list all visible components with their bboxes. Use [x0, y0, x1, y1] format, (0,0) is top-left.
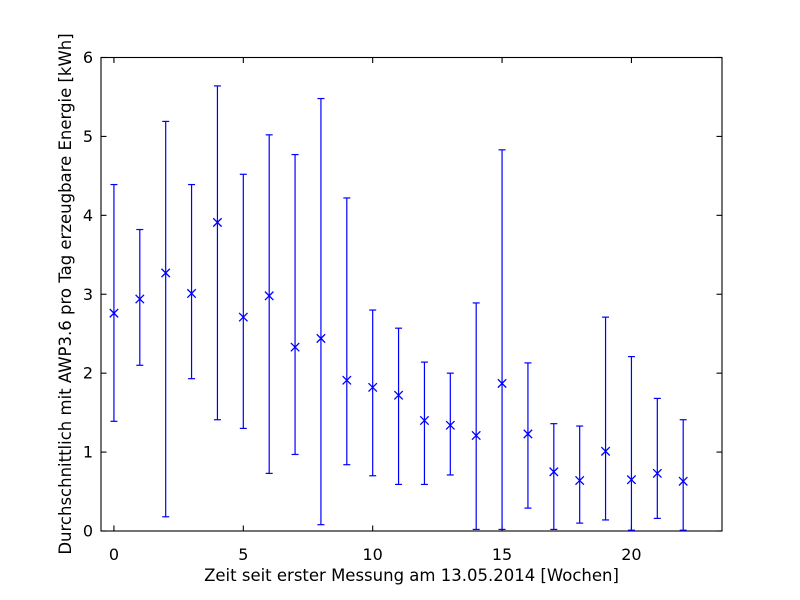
errorbar-point — [186, 183, 197, 380]
y-tick-label: 6 — [83, 48, 93, 67]
errorbar-point — [523, 362, 533, 509]
errorbar-point — [316, 97, 326, 526]
errorbar-point — [626, 355, 637, 531]
marker-x — [678, 476, 688, 486]
errorbar-point — [419, 361, 430, 486]
errorbar-point — [393, 327, 404, 486]
marker-x — [264, 291, 274, 301]
y-tick-label: 2 — [83, 364, 93, 383]
y-tick-label: 0 — [83, 522, 93, 541]
marker-x — [652, 468, 662, 479]
x-axis-label: Zeit seit erster Messung am 13.05.2014 [… — [204, 566, 619, 585]
errorbar-point — [471, 302, 481, 531]
marker-x — [186, 288, 197, 299]
marker-x — [523, 429, 533, 439]
errorbar-point — [212, 85, 223, 421]
marker-x — [290, 342, 300, 352]
errorbar-point — [678, 419, 688, 531]
x-tick-label: 15 — [492, 545, 512, 564]
errorbar-point — [652, 397, 662, 519]
plot-frame — [100, 56, 723, 532]
errorbar-point — [342, 197, 352, 466]
errorbar-point — [161, 120, 171, 518]
axis-ticks — [101, 56, 722, 532]
errorbar-point — [264, 134, 274, 474]
marker-x — [575, 475, 585, 486]
marker-x — [212, 217, 223, 228]
axis-tick-labels: 0 5 10 15 20 0 1 2 3 4 5 6 — [83, 48, 642, 564]
x-tick-label: 0 — [109, 545, 119, 564]
y-tick-label: 4 — [83, 206, 93, 225]
marker-x — [368, 382, 378, 393]
errorbar-point — [600, 316, 611, 521]
errorbar-point — [290, 153, 300, 456]
marker-x — [109, 308, 119, 318]
errorbar-point — [238, 173, 248, 430]
marker-x — [342, 375, 352, 385]
marker-x — [316, 333, 326, 344]
y-tick-label: 3 — [83, 285, 93, 304]
errorbar-point — [135, 228, 145, 366]
errorbar-point — [549, 423, 559, 531]
marker-x — [161, 268, 171, 278]
marker-x — [135, 294, 145, 304]
x-tick-label: 5 — [238, 545, 248, 564]
errorbar-point — [445, 372, 455, 476]
marker-x — [419, 415, 430, 426]
errorbar-series — [109, 85, 688, 531]
y-axis-label: Durchschnittlich mit AWP3.6 pro Tag erze… — [56, 33, 75, 554]
y-tick-label: 5 — [83, 127, 93, 146]
marker-x — [445, 420, 455, 430]
errorbar-point — [497, 149, 507, 531]
x-tick-label: 20 — [621, 545, 641, 564]
y-tick-label: 1 — [83, 443, 93, 462]
errorbar-point — [109, 183, 119, 422]
marker-x — [497, 378, 507, 389]
marker-x — [626, 475, 637, 485]
errorbar-point — [368, 309, 378, 477]
marker-x — [549, 467, 559, 477]
x-tick-label: 10 — [363, 545, 383, 564]
errorbar-point — [575, 425, 585, 524]
marker-x — [600, 446, 611, 456]
marker-x — [393, 390, 404, 400]
marker-x — [471, 430, 481, 441]
marker-x — [238, 312, 248, 322]
